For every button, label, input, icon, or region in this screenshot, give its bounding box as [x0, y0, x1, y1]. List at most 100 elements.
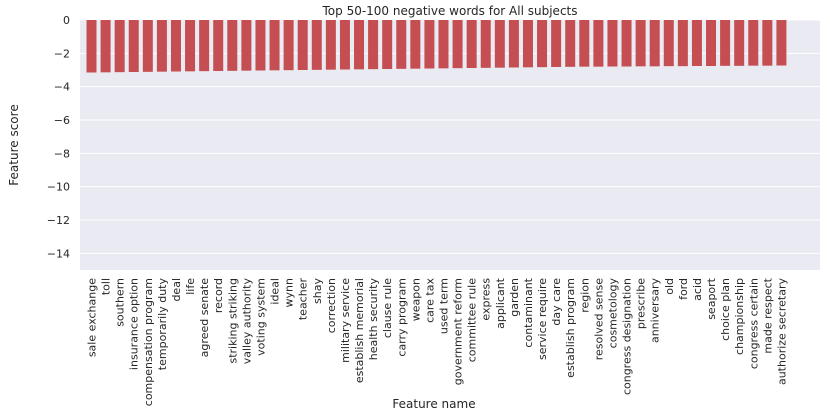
x-axis-label: Feature name	[392, 397, 475, 411]
bar	[438, 20, 449, 69]
y-tick-label: −4	[54, 81, 70, 94]
x-tick-label: ford	[677, 278, 690, 300]
x-tick-label: applicant	[494, 277, 507, 329]
bar	[241, 20, 252, 71]
x-tick-label: old	[663, 278, 676, 295]
x-tick-label: voting system	[254, 278, 267, 356]
bar	[170, 20, 181, 72]
bar	[706, 20, 717, 66]
bar	[354, 20, 365, 70]
x-tick-label: anniversary	[649, 278, 662, 344]
bar	[128, 20, 139, 72]
bar	[213, 20, 224, 71]
x-tick-labels: sale exchange toll southern insurance optio…	[86, 277, 789, 406]
bar	[508, 20, 519, 68]
bar	[691, 20, 702, 66]
bar	[593, 20, 604, 67]
x-tick-label: weapon	[409, 278, 422, 321]
bar	[579, 20, 590, 67]
bar	[297, 20, 308, 70]
bar	[156, 20, 167, 72]
y-tick-label: −8	[54, 147, 70, 160]
bar	[607, 20, 618, 67]
x-tick-label: teacher	[297, 278, 310, 321]
x-tick-label: correction	[325, 278, 338, 333]
x-tick-label: made respect	[761, 277, 774, 353]
x-tick-label: prescribe	[635, 278, 648, 329]
x-tick-label: establish memorial	[353, 278, 366, 383]
bar	[114, 20, 125, 73]
x-tick-label: temporarily duty	[156, 278, 169, 371]
x-tick-label: valley authority	[240, 278, 253, 365]
bar	[339, 20, 350, 70]
x-tick-label: wynn	[283, 278, 296, 307]
x-tick-label: military service	[339, 278, 352, 363]
x-tick-label: record	[212, 278, 225, 313]
bar	[621, 20, 632, 67]
bar	[663, 20, 674, 67]
bar	[677, 20, 688, 67]
bar	[100, 20, 111, 73]
y-tick-label: 0	[63, 14, 70, 27]
bar	[466, 20, 477, 68]
bar	[480, 20, 491, 68]
bar	[551, 20, 562, 67]
bar	[185, 20, 196, 72]
x-tick-label: contaminant	[522, 277, 535, 347]
bar	[86, 20, 97, 73]
x-tick-label: establish program	[564, 278, 577, 378]
y-axis-label: Feature score	[7, 104, 21, 185]
x-tick-label: insurance option	[128, 278, 141, 370]
bar	[776, 20, 787, 66]
bar	[649, 20, 660, 67]
x-tick-label: ideal	[269, 278, 282, 305]
x-tick-label: clause rule	[381, 278, 394, 338]
bar	[325, 20, 336, 70]
x-tick-label: congress designation	[621, 278, 634, 395]
x-tick-label: care tax	[423, 278, 436, 323]
x-tick-label: shay	[311, 278, 324, 304]
x-tick-label: toll	[100, 278, 113, 295]
bar	[227, 20, 238, 71]
bar	[142, 20, 153, 72]
bars	[86, 20, 787, 73]
x-tick-label: southern	[114, 278, 127, 327]
x-tick-label: region	[578, 278, 591, 313]
chart-title: Top 50-100 negative words for All subjec…	[322, 4, 578, 18]
x-tick-label: health security	[367, 278, 380, 361]
bar	[382, 20, 393, 69]
bar	[396, 20, 407, 69]
x-tick-label: championship	[733, 278, 746, 355]
bar	[734, 20, 745, 66]
bar	[368, 20, 379, 70]
bar	[410, 20, 421, 69]
x-tick-label: sale exchange	[86, 278, 99, 357]
bar	[720, 20, 731, 66]
bar	[565, 20, 576, 67]
x-tick-label: striking striking	[226, 278, 239, 364]
bar	[522, 20, 533, 68]
x-tick-label: used term	[438, 278, 451, 334]
x-tick-label: life	[184, 278, 197, 295]
x-tick-label: authorize secretary	[775, 278, 788, 386]
bar	[269, 20, 280, 71]
x-tick-label: cosmetology	[606, 278, 619, 349]
bar	[199, 20, 210, 72]
bar	[762, 20, 773, 66]
x-tick-label: acid	[691, 278, 704, 301]
x-tick-label: choice plan	[719, 278, 732, 341]
y-tick-label: −10	[47, 181, 70, 194]
x-tick-label: express	[480, 278, 493, 321]
bar	[537, 20, 548, 68]
x-tick-label: congress certain	[747, 278, 760, 369]
x-tick-label: carry program	[395, 278, 408, 357]
y-tick-labels: 0 −2 −4 −6 −8 −10 −12 −14	[47, 14, 70, 260]
bar	[424, 20, 435, 69]
x-tick-label: seaport	[705, 277, 718, 319]
bar	[494, 20, 505, 68]
bar	[635, 20, 646, 67]
x-tick-label: garden	[508, 278, 521, 317]
x-tick-label: compensation program	[142, 278, 155, 406]
y-tick-label: −14	[47, 247, 70, 260]
